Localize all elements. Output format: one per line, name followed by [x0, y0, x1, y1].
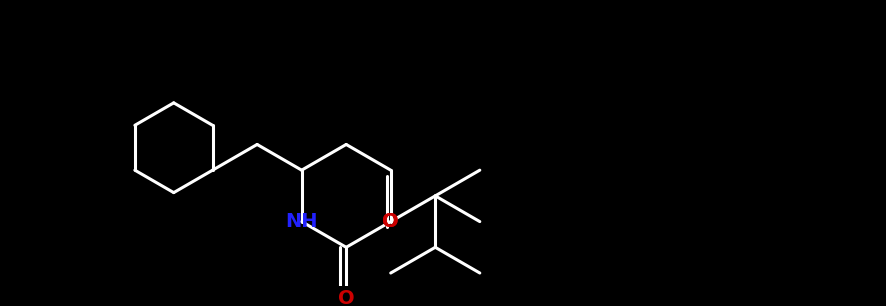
Text: O: O: [383, 212, 399, 231]
Text: NH: NH: [285, 212, 318, 231]
Text: O: O: [338, 289, 354, 306]
Text: O: O: [383, 212, 399, 231]
